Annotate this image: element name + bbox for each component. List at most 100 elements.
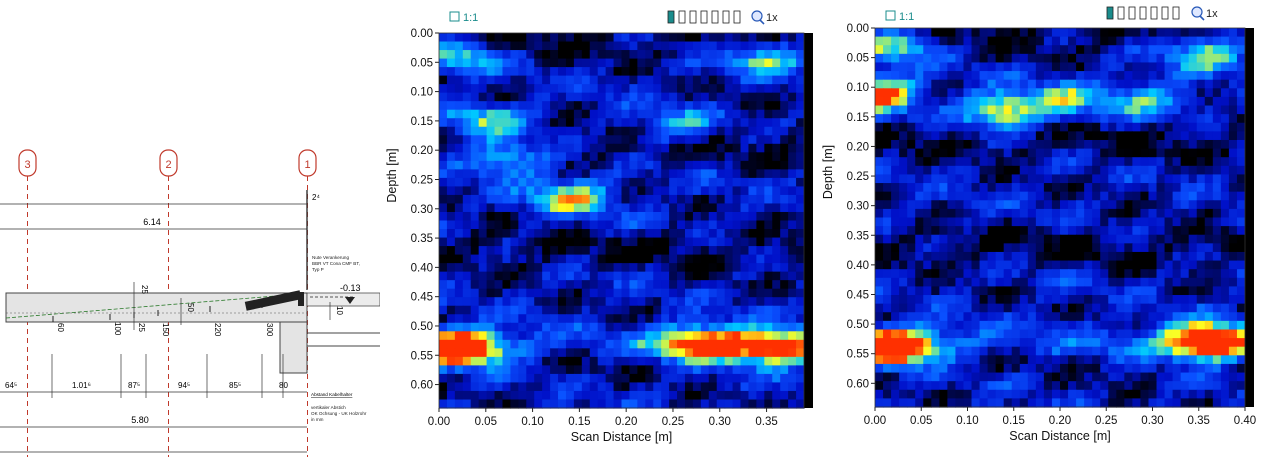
aspect-ratio-icon[interactable] <box>885 10 896 21</box>
heatmap-cell <box>502 194 512 205</box>
heatmap-cell <box>621 84 631 94</box>
heatmap-cell <box>923 269 932 279</box>
heatmap-cell <box>891 148 900 158</box>
aspect-ratio-label[interactable]: 1:1 <box>463 12 478 24</box>
heatmap-cell <box>486 229 496 239</box>
heatmap-cell <box>1116 269 1125 279</box>
heatmap-cell <box>1180 286 1190 296</box>
y-tick-label: 0.60 <box>411 380 433 392</box>
heatmap-cell <box>891 71 900 81</box>
heatmap-cell <box>1220 36 1230 46</box>
heatmap-cell <box>724 152 734 162</box>
heatmap-cell <box>661 194 670 205</box>
heatmap-cell <box>542 373 551 384</box>
heatmap-cell <box>1228 312 1238 322</box>
color-palette-icon[interactable] <box>1106 6 1180 20</box>
heatmap-cell <box>1116 372 1125 382</box>
zoom-icon[interactable] <box>1191 6 1205 21</box>
heatmap-cell <box>454 169 464 179</box>
heatmap-cell <box>1196 243 1206 253</box>
heatmap-cell <box>653 135 662 145</box>
heatmap-cell <box>716 382 726 392</box>
heatmap-cell <box>764 237 773 247</box>
heatmap-cell <box>1092 269 1101 279</box>
heatmap-cell <box>923 200 932 210</box>
color-palette-icon[interactable] <box>667 10 741 24</box>
heatmap-cell <box>875 157 884 167</box>
heatmap-cell <box>1220 200 1230 210</box>
heatmap-cell <box>518 314 527 324</box>
heatmap-cell <box>899 338 908 348</box>
heatmap-cell <box>947 372 957 382</box>
heatmap-cell <box>439 297 448 307</box>
heatmap-cell <box>637 280 646 290</box>
heatmap-cell <box>494 280 504 290</box>
heatmap-cell <box>772 314 781 324</box>
heatmap-cell <box>1212 174 1222 184</box>
heatmap-cell <box>1180 28 1190 38</box>
heatmap-cell <box>1180 260 1190 270</box>
heatmap-cell <box>1124 260 1133 270</box>
zoom-label[interactable]: 1x <box>766 12 778 24</box>
heatmap-cell <box>883 226 892 236</box>
heatmap-cell <box>1236 45 1246 55</box>
heatmap-cell <box>1043 286 1053 296</box>
heatmap-cell <box>955 251 965 262</box>
heatmap-cell <box>581 135 591 145</box>
heatmap-cell <box>597 322 607 332</box>
heatmap-cell <box>581 314 591 324</box>
heatmap-cell <box>1156 45 1166 55</box>
zoom-icon[interactable] <box>751 10 765 25</box>
heatmap-cell <box>915 234 924 244</box>
heatmap-cell <box>748 50 757 60</box>
heatmap-cell <box>677 152 686 162</box>
heatmap-cell <box>621 305 631 315</box>
heatmap-cell <box>883 165 892 176</box>
heatmap-cell <box>573 339 583 349</box>
heatmap-cell <box>1188 122 1198 132</box>
heatmap-cell <box>899 53 908 64</box>
heatmap-cell <box>1108 208 1117 219</box>
heatmap-cell <box>581 246 591 256</box>
heatmap-cell <box>1212 183 1222 193</box>
heatmap-cell <box>979 355 989 365</box>
heatmap-cell <box>939 346 948 356</box>
heatmap-cell <box>462 365 472 375</box>
heatmap-cell <box>1156 148 1166 158</box>
heatmap-cell <box>1180 217 1190 227</box>
heatmap-cell <box>1092 53 1101 64</box>
heatmap-cell <box>987 165 997 176</box>
heatmap-cell <box>708 331 718 341</box>
aspect-ratio-label[interactable]: 1:1 <box>899 11 914 23</box>
heatmap-cell <box>637 67 646 77</box>
heatmap-cell <box>915 226 924 236</box>
heatmap-cell <box>645 373 654 384</box>
heatmap-cell <box>963 303 973 313</box>
heatmap-cell <box>1003 355 1013 365</box>
heatmap-cell <box>478 160 488 170</box>
heatmap-cell <box>629 50 638 60</box>
zoom-label[interactable]: 1x <box>1206 8 1218 20</box>
heatmap-cell <box>1100 372 1109 382</box>
heatmap-cell <box>764 84 773 94</box>
heatmap-cell <box>700 331 710 341</box>
heatmap-cell <box>558 84 567 94</box>
scan-edge-strip <box>804 33 813 408</box>
heatmap-cell <box>684 109 694 119</box>
heatmap-cell <box>446 143 456 153</box>
heatmap-cell <box>1051 183 1061 193</box>
heatmap-cell <box>494 67 504 77</box>
heatmap-cell <box>534 246 543 256</box>
aspect-ratio-icon[interactable] <box>449 11 460 22</box>
heatmap-cell <box>645 220 654 230</box>
heatmap-cell <box>1051 320 1061 331</box>
heatmap-cell <box>645 143 654 153</box>
heatmap-cell <box>772 237 781 247</box>
heatmap-cell <box>677 365 686 375</box>
heatmap-cell <box>454 152 464 162</box>
heatmap-cell <box>573 373 583 384</box>
heatmap-cell <box>1236 363 1246 374</box>
heatmap-cell <box>732 41 742 51</box>
heatmap-cell <box>716 297 726 307</box>
heatmap-cell <box>756 365 765 375</box>
